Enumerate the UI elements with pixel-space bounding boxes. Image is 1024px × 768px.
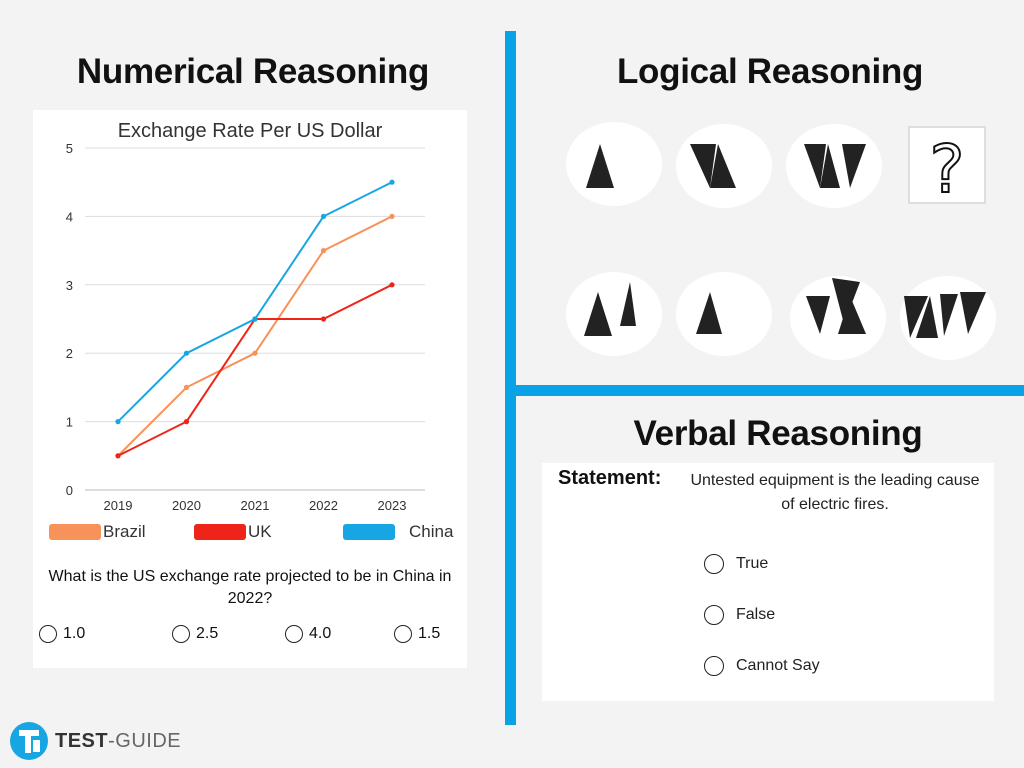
brazil-swatch — [49, 524, 101, 540]
option-1-0[interactable]: 1.0 — [39, 625, 85, 643]
sequence-shape-2 — [676, 124, 772, 208]
triangle-icon — [842, 144, 866, 188]
data-point-uk — [320, 316, 327, 322]
data-point-china — [389, 179, 395, 185]
option-cannot-say[interactable]: Cannot Say — [704, 656, 820, 676]
x-tick-label: 2023 — [378, 498, 407, 513]
test-guide-logo: TEST-GUIDE — [9, 721, 181, 761]
triangle-icon — [696, 292, 722, 334]
triangle-icon — [710, 144, 736, 188]
china-swatch — [343, 524, 395, 540]
option-label: 1.0 — [63, 625, 86, 642]
triangle-icon — [904, 296, 928, 338]
statement-text: Untested equipment is the leading cause … — [690, 472, 980, 513]
y-tick-label: 3 — [66, 278, 73, 293]
radio-button[interactable] — [704, 656, 724, 676]
option-true[interactable]: True — [704, 554, 768, 574]
data-point-china — [320, 213, 327, 219]
series-line-china — [117, 181, 393, 423]
triangle-icon — [940, 294, 958, 336]
option-4-0[interactable]: 4.0 — [285, 625, 331, 643]
radio-button[interactable] — [704, 605, 724, 625]
series-line-uk — [117, 283, 393, 457]
triangle-icon — [916, 296, 938, 338]
data-point-china — [183, 350, 190, 356]
radio-button[interactable] — [394, 625, 412, 643]
option-label: False — [736, 606, 776, 623]
data-point-china — [115, 419, 121, 425]
numerical-reasoning-title: Numerical Reasoning — [76, 52, 430, 91]
logo-wordmark: TEST-GUIDE — [55, 730, 181, 753]
missing-shape-box[interactable]: ? — [908, 126, 986, 209]
option-label: 1.5 — [418, 625, 441, 642]
triangle-icon — [806, 296, 830, 334]
vertical-divider — [505, 31, 516, 725]
legend-label: UK — [248, 522, 272, 541]
x-tick-label: 2020 — [172, 498, 201, 513]
series-line-brazil — [117, 215, 393, 457]
answer-shape-b[interactable] — [676, 272, 772, 356]
option-false[interactable]: False — [704, 605, 775, 625]
sequence-shape-1 — [566, 122, 662, 206]
answer-shape-d[interactable] — [900, 276, 996, 360]
triangle-icon — [584, 292, 612, 336]
legend-uk: UK — [194, 522, 272, 542]
data-point-brazil — [320, 248, 327, 254]
chart-title: Exchange Rate Per US Dollar — [118, 120, 383, 142]
line-chart: Exchange Rate Per US Dollar 0 1 2 3 4 5 2019 20… — [66, 120, 425, 513]
legend-brazil: Brazil — [49, 522, 146, 542]
tg-logo-icon — [10, 722, 48, 760]
radio-button[interactable] — [285, 625, 303, 643]
statement-label: Statement: — [558, 467, 662, 489]
triangle-icon — [690, 144, 716, 188]
triangle-icon — [586, 144, 614, 188]
answer-shape-c[interactable] — [790, 276, 886, 360]
triangle-icon — [804, 144, 826, 188]
horizontal-divider — [516, 385, 1024, 396]
triangle-icon — [832, 278, 860, 324]
option-2-5[interactable]: 2.5 — [172, 625, 218, 643]
y-tick-label: 4 — [66, 209, 73, 224]
numerical-question: What is the US exchange rate projected t… — [48, 568, 452, 607]
radio-button[interactable] — [39, 625, 57, 643]
logical-reasoning-title: Logical Reasoning — [616, 52, 924, 91]
legend-label: China — [409, 522, 454, 541]
data-point-uk — [115, 453, 121, 459]
y-tick-label: 2 — [66, 346, 73, 361]
logo-text-bold: TEST — [55, 729, 109, 752]
x-tick-label: 2019 — [104, 498, 133, 513]
radio-button[interactable] — [172, 625, 190, 643]
sequence-shape-3 — [786, 124, 882, 208]
y-tick-label: 0 — [66, 483, 73, 498]
data-point-brazil — [389, 213, 395, 219]
legend-label: Brazil — [103, 522, 146, 541]
data-point-china — [252, 316, 258, 322]
verbal-card: Statement: Untested equipment is the lea… — [542, 463, 994, 701]
option-label: True — [736, 555, 769, 572]
option-label: 4.0 — [309, 625, 332, 642]
legend-china: China — [343, 522, 453, 542]
logo-text-light: -GUIDE — [108, 729, 182, 752]
option-label: Cannot Say — [736, 657, 820, 674]
radio-button[interactable] — [704, 554, 724, 574]
numerical-card: Exchange Rate Per US Dollar 0 1 2 3 4 5 2019 20… — [33, 110, 467, 668]
answer-shape-a[interactable] — [566, 272, 662, 356]
triangle-icon — [620, 282, 636, 326]
data-point-uk — [389, 282, 395, 288]
y-tick-label: 5 — [66, 141, 73, 156]
triangle-icon — [960, 292, 986, 334]
y-tick-label: 1 — [66, 415, 73, 430]
question-mark-icon: ? — [929, 131, 964, 202]
x-tick-label: 2021 — [241, 498, 270, 513]
data-point-brazil — [183, 384, 190, 390]
triangle-icon — [820, 144, 840, 188]
option-1-5[interactable]: 1.5 — [394, 625, 440, 643]
data-point-brazil — [252, 350, 258, 356]
x-tick-label: 2022 — [309, 498, 338, 513]
triangle-icon — [838, 296, 866, 334]
verbal-reasoning-title: Verbal Reasoning — [633, 414, 923, 453]
data-point-uk — [183, 419, 190, 425]
uk-swatch — [194, 524, 246, 540]
option-label: 2.5 — [196, 625, 219, 642]
